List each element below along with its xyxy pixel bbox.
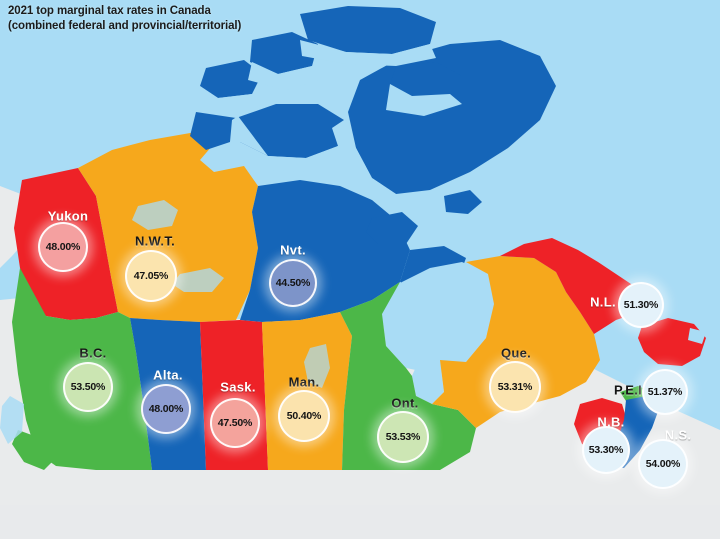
vancouver-island [12,430,56,470]
rate-bubble-sk[interactable]: 47.50% [210,398,260,448]
lake-winnipeg [304,344,330,388]
region-labrador[interactable] [500,238,650,334]
bottom-strip [0,505,720,539]
hudson-bay [382,262,494,374]
page-title: 2021 top marginal tax rates in Canada (c… [8,4,428,33]
lake-great-slave [172,268,224,292]
lake-great-bear [132,200,178,230]
rate-bubble-bc[interactable]: 53.50% [63,362,113,412]
island-newfoundland[interactable] [638,318,706,366]
rate-bubble-nu[interactable]: 44.50% [269,259,317,307]
rate-bubble-nb[interactable]: 53.30% [582,426,630,474]
rate-bubble-on[interactable]: 53.53% [377,411,429,463]
rate-bubble-pe[interactable]: 51.37% [642,369,688,415]
title-line-1: 2021 top marginal tax rates in Canada [8,5,211,17]
title-line-2: (combined federal and provincial/territo… [8,19,242,32]
rate-bubble-nl[interactable]: 51.30% [618,282,664,328]
newfoundland-notch [688,328,706,344]
region-ontario[interactable] [340,282,476,470]
james-bay [412,360,444,404]
rate-bubble-nt[interactable]: 47.05% [125,250,177,302]
rate-bubble-ab[interactable]: 48.00% [141,384,191,434]
rate-bubble-ns[interactable]: 54.00% [638,439,688,489]
rate-bubble-qc[interactable]: 53.31% [489,361,541,413]
rate-bubble-yt[interactable]: 48.00% [38,222,88,272]
bc-coast-water [0,396,24,444]
region-quebec[interactable] [432,256,600,428]
arctic-channels [188,40,462,200]
rate-bubble-mb[interactable]: 50.40% [278,390,330,442]
